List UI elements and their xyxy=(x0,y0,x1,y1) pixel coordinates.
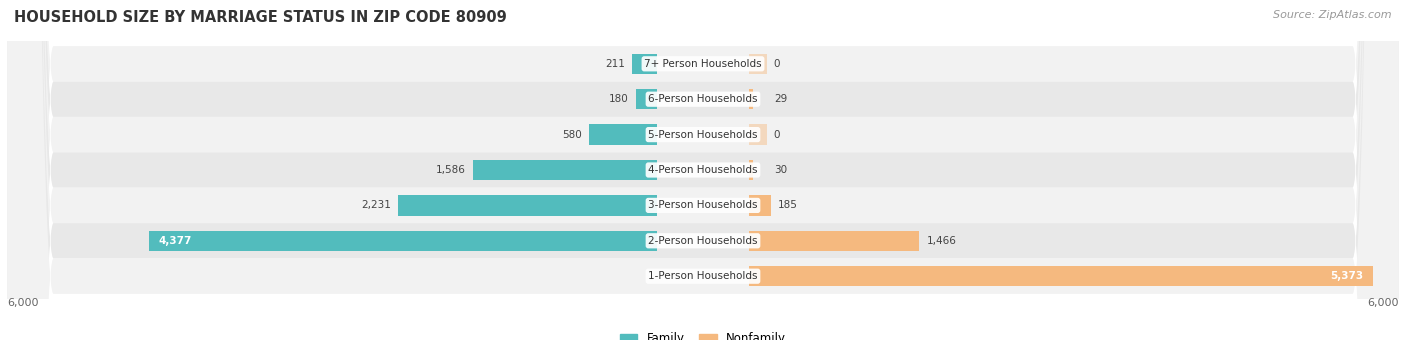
Text: 6-Person Households: 6-Person Households xyxy=(648,94,758,104)
Text: 180: 180 xyxy=(609,94,628,104)
Text: 1,586: 1,586 xyxy=(436,165,465,175)
Text: 2-Person Households: 2-Person Households xyxy=(648,236,758,246)
Text: 3-Person Households: 3-Person Households xyxy=(648,200,758,210)
Bar xyxy=(749,124,766,145)
Text: 5-Person Households: 5-Person Households xyxy=(648,130,758,140)
Text: 2,231: 2,231 xyxy=(361,200,391,210)
Bar xyxy=(398,195,657,216)
FancyBboxPatch shape xyxy=(7,0,1399,340)
Bar xyxy=(633,53,657,74)
Text: 185: 185 xyxy=(778,200,797,210)
Bar xyxy=(749,160,752,180)
Text: 6,000: 6,000 xyxy=(1368,298,1399,308)
Text: 29: 29 xyxy=(773,94,787,104)
Text: 30: 30 xyxy=(773,165,787,175)
Text: 1,466: 1,466 xyxy=(927,236,956,246)
Text: 211: 211 xyxy=(606,59,626,69)
Text: 4,377: 4,377 xyxy=(157,236,191,246)
FancyBboxPatch shape xyxy=(7,0,1399,340)
Bar xyxy=(749,266,1372,287)
Text: 580: 580 xyxy=(562,130,582,140)
Bar xyxy=(749,231,920,251)
Text: 1-Person Households: 1-Person Households xyxy=(648,271,758,281)
Bar xyxy=(472,160,657,180)
FancyBboxPatch shape xyxy=(7,0,1399,340)
FancyBboxPatch shape xyxy=(7,0,1399,340)
Bar xyxy=(589,124,657,145)
Bar xyxy=(749,89,752,109)
Bar xyxy=(149,231,657,251)
Bar xyxy=(749,195,770,216)
Text: 5,373: 5,373 xyxy=(1330,271,1364,281)
FancyBboxPatch shape xyxy=(7,0,1399,340)
Text: 6,000: 6,000 xyxy=(7,298,38,308)
Text: HOUSEHOLD SIZE BY MARRIAGE STATUS IN ZIP CODE 80909: HOUSEHOLD SIZE BY MARRIAGE STATUS IN ZIP… xyxy=(14,10,506,25)
Text: 0: 0 xyxy=(773,59,780,69)
Legend: Family, Nonfamily: Family, Nonfamily xyxy=(614,328,792,340)
Bar xyxy=(749,53,766,74)
FancyBboxPatch shape xyxy=(7,0,1399,340)
Bar xyxy=(636,89,657,109)
Text: 4-Person Households: 4-Person Households xyxy=(648,165,758,175)
FancyBboxPatch shape xyxy=(7,0,1399,340)
Text: 0: 0 xyxy=(773,130,780,140)
Text: 7+ Person Households: 7+ Person Households xyxy=(644,59,762,69)
Text: Source: ZipAtlas.com: Source: ZipAtlas.com xyxy=(1274,10,1392,20)
